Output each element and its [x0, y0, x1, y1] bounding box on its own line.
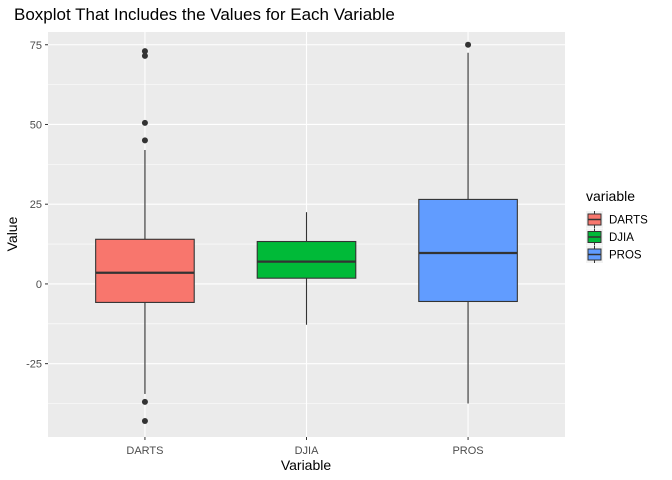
x-tick-label: PROS [452, 445, 483, 457]
box-djia [256, 212, 357, 325]
y-tick-label: 75 [30, 40, 42, 52]
outlier-point [465, 41, 472, 48]
legend-item-darts: DARTS [586, 211, 648, 228]
box-darts [95, 48, 195, 425]
x-axis-title: Variable [281, 457, 332, 473]
boxes-layer [95, 41, 518, 425]
box-pros [418, 41, 518, 404]
y-tick-label: 50 [30, 119, 42, 131]
outlier-point [141, 398, 148, 405]
box-iqr [95, 238, 195, 303]
legend-item-pros: PROS [586, 246, 642, 263]
x-tick-label: DJIA [295, 445, 320, 457]
legend-label: DARTS [609, 215, 648, 227]
legend-label: DJIA [609, 232, 634, 244]
outlier-point [141, 137, 148, 144]
legend-title: variable [586, 188, 635, 204]
outlier-point [141, 119, 148, 126]
x-tick-label: DARTS [126, 445, 163, 457]
y-axis: -25 0 25 50 75 [26, 40, 48, 371]
outlier-point [141, 48, 148, 55]
outlier-point [141, 418, 148, 425]
legend-label: PROS [609, 250, 642, 262]
legend: variable DARTS DJIA PROS [586, 188, 648, 263]
x-axis: DARTS DJIA PROS [126, 437, 484, 457]
y-tick-label: 25 [30, 199, 42, 211]
legend-item-djia: DJIA [586, 228, 634, 246]
outlier-point [141, 52, 148, 59]
chart-title: Boxplot That Includes the Values for Eac… [14, 5, 395, 24]
y-axis-title: Value [4, 216, 20, 251]
y-tick-label: 0 [36, 279, 42, 291]
y-tick-label: -25 [26, 359, 42, 371]
box-iqr [418, 198, 518, 303]
box-iqr [256, 240, 357, 279]
